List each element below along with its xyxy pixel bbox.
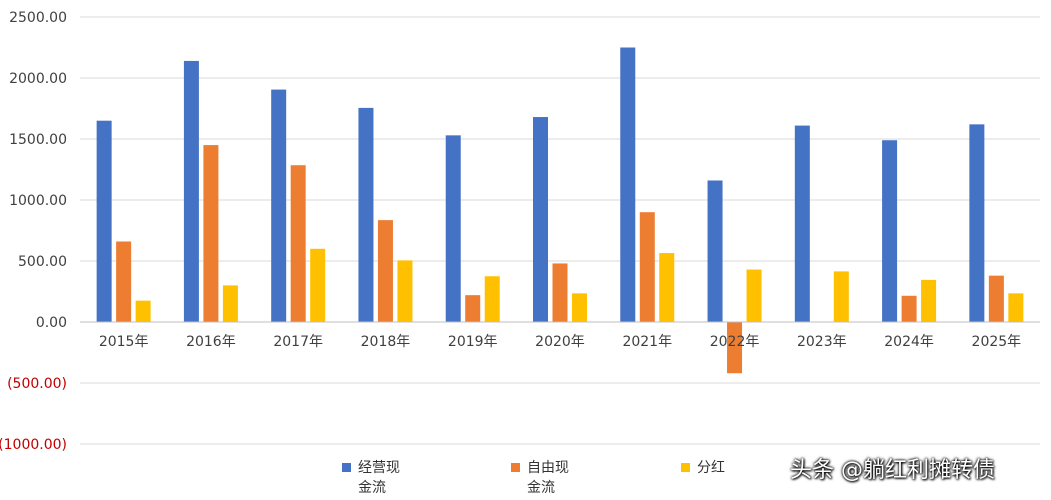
- bar-dividend: [833, 271, 849, 322]
- bar-free-cash-flow: [988, 275, 1004, 322]
- y-tick-label: (1000.00): [0, 437, 67, 453]
- x-tick-label: 2025年: [972, 334, 1022, 350]
- bar-dividend: [572, 293, 587, 322]
- bar-dividend: [135, 300, 151, 322]
- bar-dividend: [222, 285, 238, 322]
- x-tick-label: 2022年: [710, 334, 760, 350]
- legend-label-dividend: 分红: [697, 460, 725, 476]
- y-tick-label: 2000.00: [9, 71, 67, 87]
- y-tick-label: 0.00: [36, 315, 67, 331]
- y-tick-label: 1000.00: [9, 193, 67, 209]
- bar-dividend: [484, 276, 500, 322]
- bar-operating-cash-flow: [794, 125, 810, 322]
- legend-label-operating-line1: 经营现: [358, 460, 400, 476]
- bar-dividend: [746, 269, 762, 322]
- y-tick-label: 1500.00: [9, 132, 67, 148]
- gridlines: [80, 16, 1040, 445]
- bar-dividend: [310, 248, 326, 322]
- bar-free-cash-flow: [901, 295, 917, 322]
- bar-operating-cash-flow: [358, 107, 374, 322]
- legend-label-free-line2: 金流: [527, 480, 555, 496]
- x-tick-label: 2017年: [273, 334, 323, 350]
- y-tick-label: (500.00): [7, 376, 67, 392]
- x-tick-label: 2021年: [622, 334, 672, 350]
- x-tick-label: 2018年: [361, 334, 411, 350]
- y-tick-label: 2500.00: [9, 10, 67, 26]
- legend-swatch-yellow: [681, 463, 690, 472]
- bar-free-cash-flow: [290, 165, 306, 322]
- bar-free-cash-flow: [552, 263, 568, 322]
- bar-free-cash-flow: [203, 145, 219, 322]
- legend-label-operating-line2: 金流: [358, 480, 386, 496]
- bar-free-cash-flow: [465, 295, 481, 322]
- bar-operating-cash-flow: [96, 120, 112, 322]
- x-tick-label: 2020年: [535, 334, 585, 350]
- legend-swatch-orange: [511, 463, 520, 472]
- x-tick-label: 2015年: [99, 334, 149, 350]
- bar-dividend: [397, 260, 413, 322]
- bar-dividend: [1008, 293, 1024, 322]
- bar-free-cash-flow: [639, 212, 655, 322]
- bar-dividend: [921, 279, 937, 322]
- x-tick-label: 2024年: [884, 334, 934, 350]
- x-tick-label: 2016年: [186, 334, 236, 350]
- bar-dividend: [659, 253, 675, 322]
- bar-operating-cash-flow: [533, 117, 548, 322]
- bars: [96, 47, 1024, 374]
- bar-operating-cash-flow: [620, 47, 636, 322]
- y-tick-label: 500.00: [18, 254, 67, 270]
- bar-operating-cash-flow: [969, 124, 985, 322]
- legend-label-free-line1: 自由现: [527, 460, 569, 476]
- bar-free-cash-flow: [116, 241, 132, 322]
- y-axis-labels: 2500.00 2000.00 1500.00 1000.00 500.00 0.00 (5…: [0, 10, 67, 453]
- bar-operating-cash-flow: [882, 140, 898, 322]
- x-tick-label: 2019年: [448, 334, 498, 350]
- bar-free-cash-flow: [377, 220, 393, 322]
- bar-operating-cash-flow: [707, 180, 723, 322]
- bar-operating-cash-flow: [445, 135, 461, 322]
- bar-free-cash-flow: [727, 322, 743, 374]
- x-tick-label: 2023年: [797, 334, 847, 350]
- watermark: 头条 @躺红利摊转债: [790, 458, 995, 483]
- bar-operating-cash-flow: [183, 60, 199, 323]
- legend-swatch-blue: [342, 463, 351, 472]
- x-axis-labels: 2015年 2016年 2017年 2018年 2019年 2020年 2021年 2022年…: [99, 334, 1021, 350]
- bar-operating-cash-flow: [271, 89, 287, 322]
